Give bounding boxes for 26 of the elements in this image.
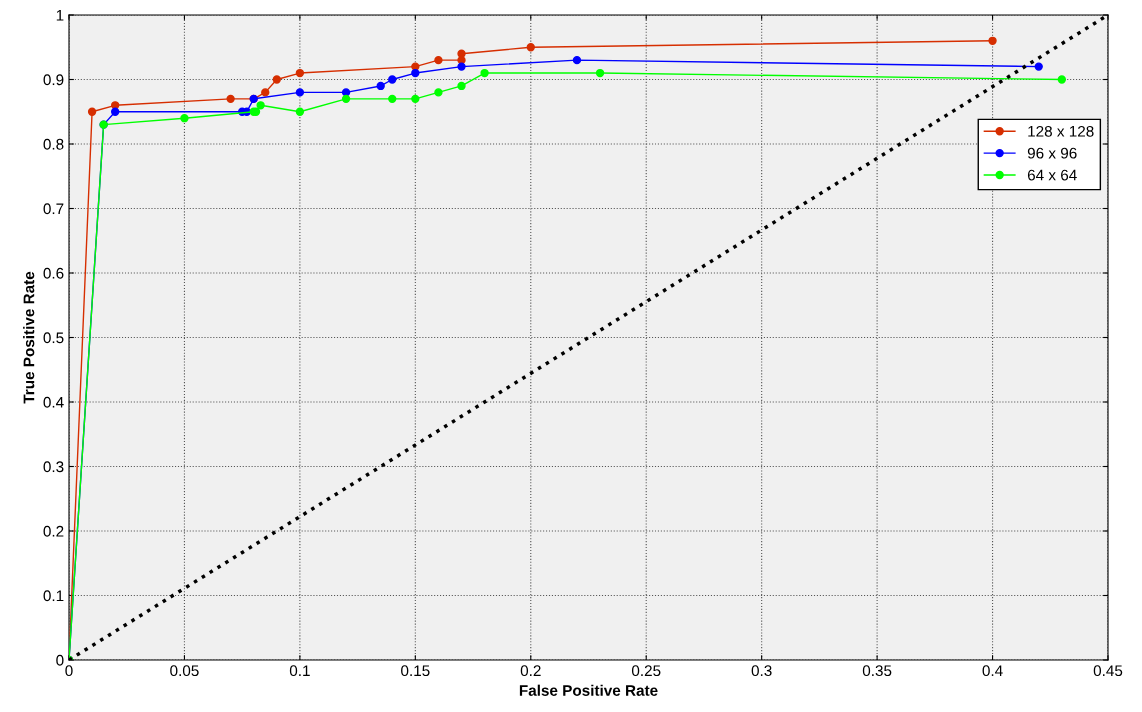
y-tick-label: 0.5	[43, 332, 64, 344]
y-tick-label: 0.2	[43, 525, 64, 537]
y-tick-label: 0.6	[43, 267, 64, 279]
x-tick-label: 0.4	[982, 665, 1003, 677]
y-tick-label: 1	[56, 10, 64, 21]
x-tick-label: 0.2	[520, 665, 541, 677]
x-tick-label: 0.15	[401, 665, 430, 677]
legend-label: 128 x 128	[1028, 125, 1094, 137]
y-tick-label: 0	[56, 654, 64, 666]
legend-label: 96 x 96	[1027, 147, 1077, 159]
x-tick-label: 0.1	[289, 665, 310, 677]
x-axis-title: False Positive Rate	[519, 684, 658, 696]
y-tick-label: 0.4	[43, 396, 64, 408]
y-tick-label: 0.7	[43, 203, 64, 215]
y-tick-label: 0.3	[43, 461, 64, 473]
legend-label: 64 x 64	[1027, 169, 1077, 181]
x-tick-label: 0	[65, 665, 73, 677]
x-tick-label: 0.35	[862, 665, 892, 677]
x-tick-label: 0.25	[631, 665, 661, 677]
y-tick-label: 0.1	[43, 590, 64, 602]
x-tick-label: 0.45	[1093, 665, 1123, 677]
x-tick-label: 0.05	[170, 665, 199, 677]
y-axis-title: True Positive Rate	[23, 271, 35, 404]
x-tick-label: 0.3	[751, 665, 772, 677]
y-tick-label: 0.8	[43, 138, 64, 150]
y-tick-label: 0.9	[43, 74, 64, 86]
